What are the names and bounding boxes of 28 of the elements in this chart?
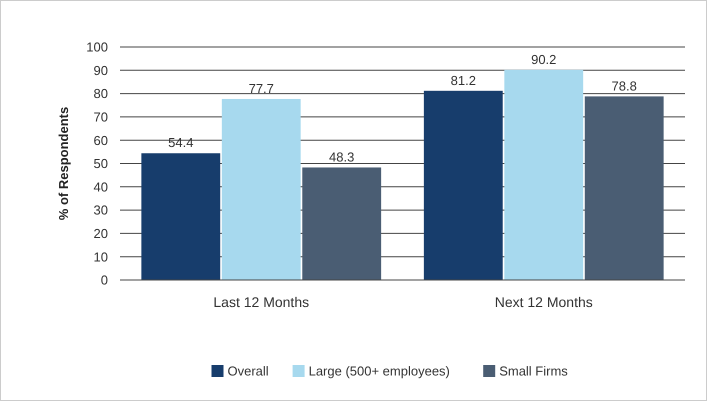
legend-label: Small Firms	[499, 364, 568, 379]
data-label: 78.8	[612, 78, 637, 94]
bar	[141, 153, 220, 280]
data-label: 90.2	[531, 52, 556, 67]
y-tick-label: 30	[94, 202, 108, 218]
x-tick-label: Next 12 Months	[494, 294, 593, 310]
y-tick-label: 10	[94, 249, 108, 264]
y-tick-label: 90	[94, 62, 108, 78]
bar	[302, 167, 382, 280]
y-tick-label: 50	[94, 156, 108, 172]
bar	[424, 90, 503, 280]
y-tick-label: 80	[94, 86, 108, 102]
y-tick-label: 100	[86, 40, 108, 55]
data-label: 48.3	[329, 149, 354, 164]
y-tick-label: 40	[94, 179, 108, 194]
x-tick-label: Last 12 Months	[213, 294, 310, 310]
y-tick-label: 0	[100, 272, 108, 288]
y-axis-title: % of Respondents	[56, 106, 71, 220]
y-tick-label: 60	[94, 132, 108, 148]
bar	[222, 98, 301, 280]
legend-label: Overall	[228, 364, 269, 379]
y-tick-label: 70	[94, 109, 108, 124]
data-label: 77.7	[248, 80, 274, 96]
bar	[584, 96, 664, 280]
y-tick-label: 20	[94, 226, 108, 241]
legend-label: Large (500+ employees)	[308, 364, 450, 379]
data-label: 81.2	[450, 72, 476, 88]
bar	[504, 70, 584, 280]
